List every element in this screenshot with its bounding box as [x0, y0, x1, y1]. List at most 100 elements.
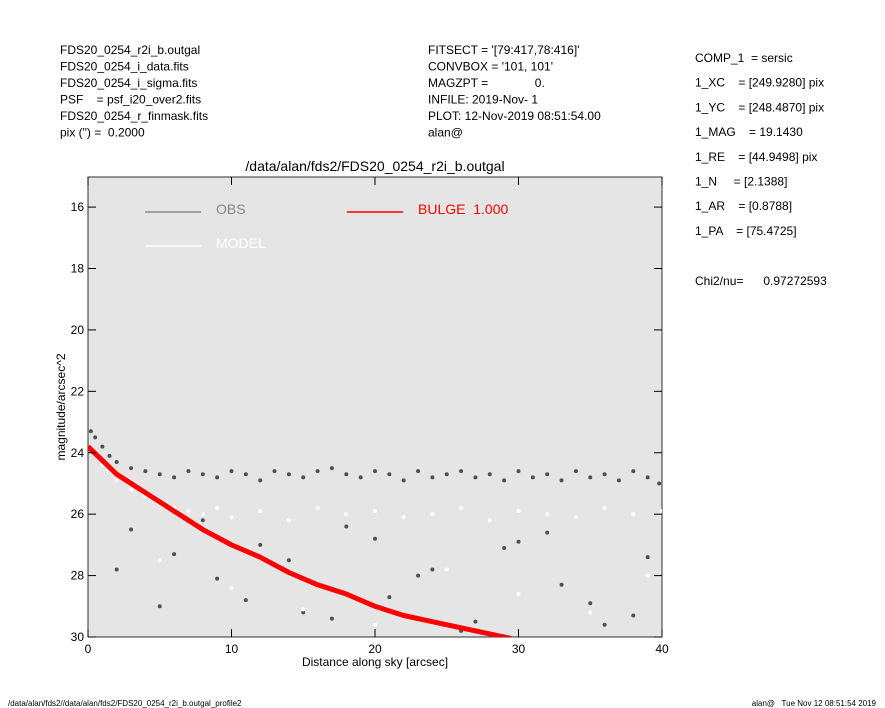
- data-point: [545, 530, 550, 535]
- header-left-line: FDS20_0254_i_sigma.fits: [60, 76, 197, 90]
- data-point: [459, 506, 464, 511]
- fit-parameter: 1_PA = [75.4725]: [695, 224, 797, 238]
- data-point: [616, 478, 621, 483]
- fit-parameter: COMP_1 = sersic: [695, 51, 793, 65]
- header-mid-line: CONVBOX = '101, 101': [428, 60, 553, 74]
- data-point: [344, 512, 349, 517]
- x-tick-label: 20: [368, 642, 382, 656]
- data-point: [631, 512, 636, 517]
- y-tick-label: 24: [71, 446, 85, 460]
- fit-parameter: 1_MAG = 19.1430: [695, 125, 803, 139]
- data-point: [88, 429, 93, 434]
- y-tick-label: 22: [71, 384, 85, 398]
- data-point: [516, 592, 521, 597]
- data-point: [344, 472, 349, 477]
- data-point: [315, 469, 320, 474]
- data-point: [660, 509, 662, 514]
- data-point: [186, 509, 191, 514]
- data-point: [143, 469, 148, 474]
- plot-content: [88, 429, 662, 637]
- data-point: [416, 573, 421, 578]
- x-tick-label: 30: [512, 642, 526, 656]
- header-left-line: FDS20_0254_r_finmask.fits: [60, 109, 208, 123]
- data-point: [401, 478, 406, 483]
- chart-title: /data/alan/fds2/FDS20_0254_r2i_b.outgal: [245, 158, 504, 174]
- data-point: [588, 475, 593, 480]
- y-tick-label: 28: [71, 569, 85, 583]
- data-point: [107, 453, 112, 458]
- data-point: [258, 509, 263, 514]
- data-point: [502, 545, 507, 550]
- data-point: [200, 518, 205, 523]
- data-point: [329, 466, 334, 471]
- data-point: [545, 472, 550, 477]
- model-curve: [88, 444, 512, 637]
- data-point: [530, 475, 535, 480]
- data-point: [215, 506, 220, 511]
- header-mid-line: PLOT: 12-Nov-2019 08:51:54.00: [428, 109, 601, 123]
- fit-parameter: 1_AR = [0.8788]: [695, 199, 792, 213]
- data-point: [502, 478, 507, 483]
- data-point: [301, 475, 306, 480]
- plot-area: [87, 176, 663, 638]
- data-point: [114, 567, 119, 572]
- legend-label: OBS: [216, 201, 246, 217]
- y-tick-label: 26: [71, 507, 85, 521]
- data-point: [487, 518, 492, 523]
- data-point: [631, 613, 636, 618]
- data-point: [100, 444, 105, 449]
- data-point: [559, 478, 564, 483]
- fit-parameter: 1_N = [2.1388]: [695, 175, 787, 189]
- data-point: [387, 472, 392, 477]
- header-left-line: pix (") = 0.2000: [60, 126, 145, 140]
- data-point: [258, 542, 263, 547]
- data-point: [344, 524, 349, 529]
- data-point: [444, 567, 449, 572]
- data-point: [373, 622, 377, 627]
- y-tick-label: 18: [71, 262, 85, 276]
- data-point: [516, 469, 521, 474]
- chi2: Chi2/nu= 0.97272593: [695, 274, 827, 288]
- data-point: [200, 512, 205, 517]
- fit-parameter: 1_RE = [44.9498] pix: [695, 150, 817, 164]
- footer-left: /data/alan/fds2//data/alan/fds2/FDS20_02…: [8, 699, 242, 708]
- data-point: [645, 475, 650, 480]
- data-point: [272, 469, 277, 474]
- data-point: [430, 567, 435, 572]
- data-point: [401, 515, 406, 520]
- data-point: [229, 469, 234, 474]
- header-mid-line: FITSECT = '[79:417,78:416]': [428, 43, 579, 57]
- data-point: [157, 604, 162, 609]
- header-mid-line: MAGZPT = 0.: [428, 76, 545, 90]
- data-point: [645, 573, 650, 578]
- data-point: [459, 469, 464, 474]
- data-point: [329, 616, 334, 621]
- data-point: [229, 515, 234, 520]
- data-point: [657, 481, 662, 486]
- x-tick-label: 0: [85, 642, 92, 656]
- y-tick-label: 16: [71, 200, 85, 214]
- data-point: [588, 610, 593, 615]
- data-point: [229, 585, 234, 590]
- x-tick-label: 40: [655, 642, 669, 656]
- data-point: [258, 478, 263, 483]
- data-point: [373, 536, 377, 541]
- data-point: [129, 466, 134, 471]
- data-point: [444, 472, 449, 477]
- data-point: [129, 487, 134, 492]
- data-point: [186, 469, 191, 474]
- data-point: [172, 552, 177, 557]
- data-point: [315, 506, 320, 511]
- data-point: [602, 506, 607, 511]
- data-point: [93, 435, 98, 440]
- fit-parameter: 1_YC = [248.4870] pix: [695, 100, 824, 114]
- data-point: [301, 610, 306, 615]
- data-point: [129, 527, 134, 532]
- data-point: [602, 622, 607, 627]
- data-point: [286, 472, 291, 477]
- header-left-line: PSF = psf_i20_over2.fits: [60, 93, 201, 107]
- data-point: [286, 558, 291, 563]
- data-point: [602, 472, 607, 477]
- data-point: [114, 459, 119, 464]
